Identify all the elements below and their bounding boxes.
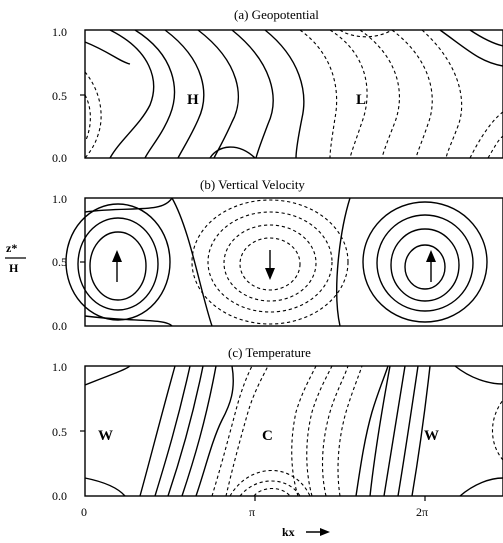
panel-b-title: (b) Vertical Velocity (200, 177, 305, 192)
y-tick-label: 0.5 (52, 89, 67, 103)
y-tick-label: 1.0 (52, 192, 67, 206)
geopotential-contour (84, 94, 91, 141)
x-tick-label: 0 (81, 505, 87, 519)
geopotential-contour (469, 29, 503, 47)
downward-arrow-icon (265, 250, 275, 280)
y-tick-label: 0.5 (52, 425, 67, 439)
vertical-velocity-contour (336, 197, 351, 327)
geopotential-contour (109, 29, 155, 159)
panel-a: (a) Geopotential H L (84, 7, 503, 159)
geopotential-contour (84, 41, 131, 65)
geopotential-contour (231, 29, 274, 159)
temperature-contour (411, 365, 431, 497)
temperature-contour (291, 365, 317, 497)
temperature-contour (225, 365, 269, 497)
right-arrow-icon (306, 528, 330, 536)
temperature-contour (239, 480, 301, 497)
geopotential-contour (134, 29, 176, 159)
y-axis-label-bottom: H (9, 261, 19, 275)
x-axis: 0 π 2π kx (81, 496, 428, 539)
geopotential-contour (197, 29, 239, 159)
temperature-contour (253, 487, 291, 497)
y-axis-label: z* H (5, 241, 26, 275)
geopotential-contour (487, 135, 503, 159)
panel-a-title: (a) Geopotential (234, 7, 319, 22)
vertical-velocity-contour (239, 237, 301, 291)
y-tick-label: 0.0 (52, 319, 67, 333)
x-axis-label: kx (282, 525, 295, 539)
vertical-velocity-contour (89, 231, 147, 301)
temperature-contour (154, 365, 191, 497)
geopotential-contour (421, 29, 463, 159)
vertical-velocity-contour (84, 315, 173, 327)
temperature-contour (139, 365, 176, 497)
low-pressure-label: L (356, 92, 366, 108)
y-tick-label: 0.5 (52, 255, 67, 269)
temperature-contour (229, 469, 311, 497)
geopotential-contour (469, 111, 503, 159)
geopotential-contour (359, 29, 400, 159)
vertical-velocity-contour (390, 228, 460, 302)
y-axis-ticks: 1.0 0.5 0.0 1.0 0.5 0.0 1.0 0.5 0.0 (52, 25, 85, 503)
temperature-contour (459, 477, 503, 497)
temperature-contour (306, 365, 333, 497)
temperature-contour (369, 365, 391, 497)
temperature-contour (321, 365, 349, 497)
y-axis-label-top: z* (6, 241, 17, 255)
vertical-velocity-contour (376, 214, 474, 312)
vertical-velocity-contour (223, 224, 317, 302)
y-tick-label: 0.0 (52, 151, 67, 165)
temperature-contour (383, 365, 406, 497)
vertical-velocity-contour (77, 217, 159, 311)
geopotential-contour (264, 29, 305, 159)
panel-c: (c) Temperature W C W (84, 345, 503, 497)
temperature-contour (84, 477, 126, 497)
warm-label-left: W (98, 428, 113, 444)
y-tick-label: 0.0 (52, 489, 67, 503)
geopotential-contour (329, 29, 368, 159)
panel-a-frame (84, 29, 503, 159)
temperature-contour (355, 365, 389, 497)
panel-c-title: (c) Temperature (228, 345, 311, 360)
warm-label-right: W (424, 428, 439, 444)
geopotential-contour (84, 71, 102, 159)
panel-b: (b) Vertical Velocity (65, 177, 503, 327)
temperature-contour (337, 365, 363, 497)
vertical-velocity-contour (404, 244, 446, 290)
vertical-velocity-contour (362, 201, 488, 323)
temperature-contour (84, 365, 131, 386)
temperature-contour (397, 365, 419, 497)
vertical-velocity-contour (171, 197, 213, 327)
y-tick-label: 1.0 (52, 360, 67, 374)
vertical-velocity-contour (207, 211, 333, 313)
upward-arrow-icon (112, 250, 122, 282)
high-pressure-label: H (187, 92, 199, 108)
cold-label: C (262, 428, 273, 444)
temperature-contour (195, 365, 234, 497)
geopotential-contour (299, 29, 338, 159)
vertical-velocity-contour (191, 199, 349, 325)
geopotential-contour (439, 29, 503, 67)
temperature-contour (454, 365, 503, 385)
temperature-contour (211, 365, 253, 497)
geopotential-contour (339, 29, 393, 38)
temperature-contour (491, 399, 503, 461)
geopotential-contour (391, 29, 433, 159)
geopotential-contour (209, 146, 256, 159)
temperature-contour (181, 365, 217, 497)
vertical-velocity-contour (84, 197, 173, 213)
temperature-contour (167, 365, 204, 497)
x-tick-label: π (249, 505, 255, 519)
y-tick-label: 1.0 (52, 25, 67, 39)
upward-arrow-icon (426, 250, 436, 282)
vertical-velocity-contour (65, 203, 171, 321)
x-tick-label: 2π (416, 505, 428, 519)
geopotential-contour (164, 29, 205, 159)
